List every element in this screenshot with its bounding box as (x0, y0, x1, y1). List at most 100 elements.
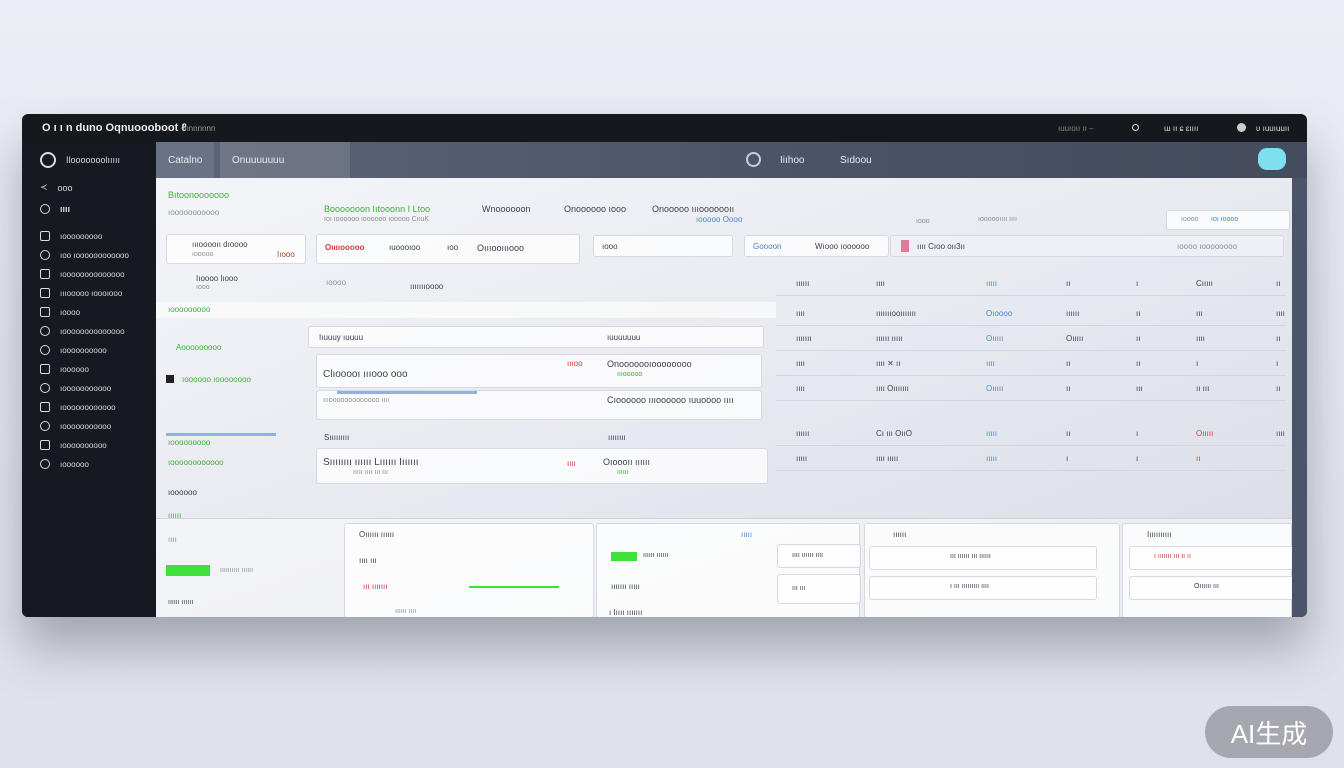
panel-card: ıııııı ııı ıııııı ııı ıııııı ı ııı ııııı… (864, 523, 1120, 617)
filter-chip[interactable]: ıuoooıoo (389, 243, 421, 252)
sidebar-item[interactable]: ıııooooo ıoooıooo (40, 288, 122, 298)
search-input[interactable]: ıııı Cıoo oıı3ıı ıoooo ıoooooooo (890, 235, 1284, 257)
sidebar-item[interactable]: ıoo ıoooooooooooo (40, 250, 129, 260)
table-cell: ıııı (986, 359, 995, 368)
headline-sub: ıoı ıoooooo ıoooooo ıooooo CııuK (324, 216, 430, 223)
tab-center-2[interactable]: Sıdoou (840, 154, 872, 166)
table-cell: ıı (1196, 454, 1201, 463)
label: ıııııııııı ıııııı (220, 567, 254, 574)
table-row[interactable]: ıııı ıııııııooııııııı Oıoooo ıııııı ıı ııı ııı… (776, 302, 1286, 326)
row-label: ı ııııııı ııı ıı ıı (1154, 553, 1191, 560)
list-row[interactable]: ı ııııııı ııı ıı ıı (1129, 546, 1292, 570)
list-item: ı Iıııı ııııııı (609, 608, 643, 617)
filter-box[interactable]: ıoooo ıoı ıoooo (1166, 210, 1290, 230)
label: ıııııı ıııııı (168, 599, 194, 606)
table-cell: ıııııı (1066, 309, 1080, 318)
content-card[interactable]: Sıııııııı ıııııı Lıııııı Iıııııı ııııı ı… (316, 448, 768, 484)
list-row[interactable]: Oıııııı ııı (1129, 576, 1292, 600)
list-item[interactable]: ıoooooo ıoooooooo (182, 375, 251, 384)
sidebar-item[interactable]: ıooooooooooo (40, 383, 111, 393)
watermark-text: AI生成 (1230, 718, 1308, 749)
search-input[interactable]: Goooon Wıooo ıoooooo (744, 235, 889, 257)
table-row[interactable]: ııııı ıııı ııııı ııııı ı ı ıı (776, 447, 1286, 471)
column-label: Onoooooo ıooo (564, 204, 627, 214)
info-card[interactable]: ıııooooıı dıoooo ıooooo Iıooo (166, 234, 306, 264)
panel-title: Oıııııı ıııııı (359, 530, 395, 539)
list-item[interactable]: ıııı ııı (359, 556, 377, 565)
input-text: Wıooo ıoooooo (815, 242, 870, 251)
label: ıııı (168, 535, 177, 544)
panel-card: Oıııııı ıııııı ıııı ııı ııı ııııııı ıııı… (344, 523, 594, 617)
card-heading: Onooooooıoooooooo (607, 359, 692, 369)
content-card[interactable]: ıııooooooooooooo ıııı Cıoooooo ıııoooooo… (316, 390, 762, 420)
globe-icon[interactable] (746, 152, 761, 167)
filter-chip[interactable]: Oıııooıııooo (477, 243, 525, 253)
tab-center-1[interactable]: Iiıhoo (780, 154, 805, 166)
sidebar-item[interactable]: ıoooooo (40, 364, 89, 374)
alert-label[interactable]: Oııııooooo (325, 243, 365, 252)
account-link[interactable]: ɯ ıı ɕ ɛıııı (1164, 124, 1199, 133)
table-cell: Oıoooo (986, 309, 1013, 318)
table-cell: ıııı ✕ ıı (876, 359, 901, 368)
table-row[interactable]: ıııııı Cı ııı OııO ııııı ıı ı Oııııı ıııı (776, 422, 1286, 446)
table-cell: ıııı (796, 359, 805, 368)
action-button[interactable]: ııı ııı (777, 574, 861, 604)
logo-icon (40, 152, 56, 168)
search-icon (40, 204, 50, 214)
notification-icon[interactable] (1258, 148, 1286, 170)
card-title: Sıııııııı ıııııı Lıııııı Iıııııı (323, 457, 419, 468)
avatar[interactable] (1237, 123, 1246, 132)
list-row[interactable]: ı ııı ııııııııı ıııı (869, 576, 1097, 600)
scrollbar[interactable] (1292, 178, 1307, 617)
table-cell: ı (1276, 359, 1279, 368)
content-card[interactable]: Clıooooı ıııooo ooo ıııoo Onooooooıooooo… (316, 354, 762, 388)
status-text: ıuuıoıı ıı – (1058, 124, 1094, 133)
sidebar-item[interactable]: ıoooooo (40, 459, 89, 469)
user-name[interactable]: ʋ ıuuıuuıı (1256, 124, 1290, 133)
table-cell: ıı (1136, 334, 1141, 343)
card-status: ıııııı (617, 469, 629, 476)
progress-bar-fill (166, 565, 210, 576)
table-cell: ıı (1136, 309, 1141, 318)
list-item[interactable]: Iıoooo lıooo (196, 274, 238, 283)
table-cell: ıııı (796, 309, 805, 318)
filter-chip[interactable]: ıoo (447, 243, 459, 252)
card-header-label: Iıuuuy ıuuuu (319, 333, 364, 342)
table-cell: ııııı (796, 454, 808, 463)
user-icon (40, 383, 50, 393)
panel-title: ıııııı (893, 530, 907, 539)
sidebar-item[interactable]: ıoooooooooo (40, 345, 107, 355)
tab-catalog[interactable]: Catalno (156, 142, 215, 178)
card-tag: Iıooo (277, 250, 295, 259)
sidebar-item[interactable]: ≺ ooo (40, 182, 73, 193)
table-cell: ııııı (986, 429, 998, 438)
table-row[interactable]: ıııı ıııı ✕ ıı ıııı ıı ıı ı ı (776, 352, 1286, 376)
sidebar-item[interactable]: ıooooooooo (40, 231, 102, 241)
headline: Booooooon Iıtooonn I Ltoo (324, 204, 431, 214)
panel-card: Iıııııııııı ı ııııııı ııı ıı ıı Oıııııı … (1122, 523, 1292, 617)
list-item[interactable]: ııı ııııııı (363, 582, 388, 591)
sidebar-item[interactable]: ıoooooooooooooo (40, 269, 125, 279)
table-cell: ıı (1136, 359, 1141, 368)
table-row[interactable]: ıııı ıııı Oııııııı Oııııı ıı ııı ıı ııı ıı (776, 377, 1286, 401)
code-icon (40, 440, 50, 450)
sidebar-item[interactable]: ıooooooooooo (40, 421, 111, 431)
table-header[interactable]: ıııııı ıııı ııııı ıı ı Cııııı ıı (776, 272, 1286, 296)
sidebar-item[interactable]: ıoooo (40, 307, 80, 317)
table-row[interactable]: ııııııı ıııııı ııııı Oııııı Oııııı ıı ıııı ıı (776, 327, 1286, 351)
sidebar-item[interactable]: ıoooooooooo (40, 440, 107, 450)
sidebar-item[interactable]: ıoooooooooooooo (40, 326, 125, 336)
table-cell: ıııı (1196, 334, 1205, 343)
row-label: ııı ıııııı ııı ıııııı (950, 553, 991, 560)
action-button[interactable]: ıııı ıııııı ıııı (777, 544, 861, 568)
search-input[interactable]: ıooo (593, 235, 733, 257)
tab-second[interactable]: Onuuuuuuu (220, 142, 350, 178)
sidebar-item[interactable]: ıoooooooooooo (40, 402, 116, 412)
table-cell: ıııı (1276, 309, 1285, 318)
section-label: Aooooooooo (176, 343, 222, 352)
sidebar-item[interactable]: ıııı (40, 204, 70, 214)
brand-name: Ilooooooolııııı (66, 155, 121, 165)
list-row[interactable]: ııı ıııııı ııı ıııııı (869, 546, 1097, 570)
table-cell: ıııı (796, 384, 805, 393)
settings-icon[interactable] (1132, 124, 1139, 131)
